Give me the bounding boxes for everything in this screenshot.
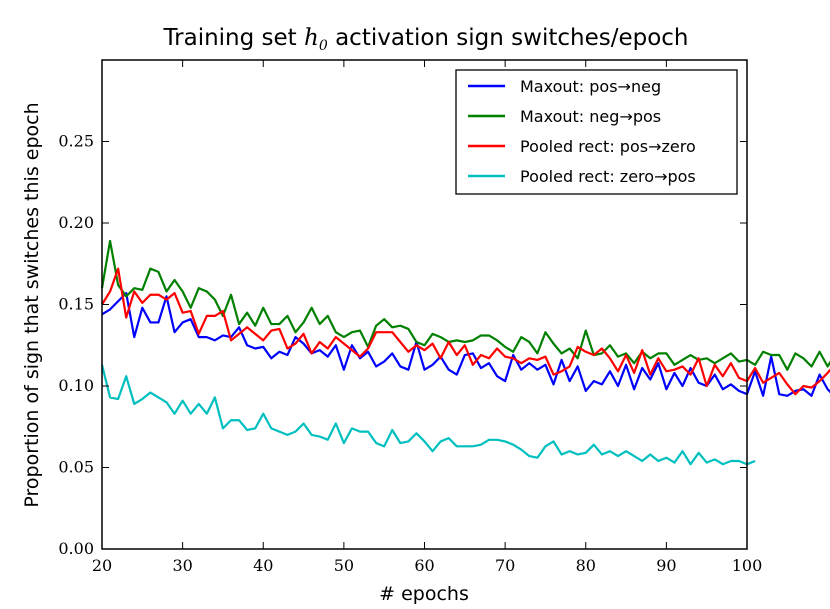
x-tick-label: 30 (172, 556, 192, 575)
y-tick-label: 0.10 (58, 376, 94, 395)
legend-box (455, 69, 738, 195)
x-tick-label: 60 (414, 556, 434, 575)
x-tick-label: 90 (656, 556, 676, 575)
y-tick-label: 0.05 (58, 458, 94, 477)
legend-label-0: Maxout: pos→neg (520, 77, 661, 96)
y-tick-label: 0.15 (58, 295, 94, 314)
legend-label-2: Pooled rect: pos→zero (520, 137, 696, 156)
series-line-3 (100, 364, 756, 466)
y-axis-label: Proportion of sign that switches this ep… (21, 102, 43, 507)
legend: Maxout: pos→neg Maxout: neg→pos Pooled rec… (455, 69, 738, 195)
x-tick-label: 100 (732, 556, 763, 575)
x-tick-label: 70 (495, 556, 515, 575)
x-axis-label: # epochs (379, 583, 469, 605)
x-tick-label: 20 (92, 556, 112, 575)
y-tick-label: 0.00 (58, 539, 94, 558)
legend-label-3: Pooled rect: zero→pos (520, 167, 696, 186)
x-tick-label: 40 (253, 556, 273, 575)
series-line-2 (101, 267, 830, 396)
y-tick-label: 0.25 (58, 132, 94, 151)
legend-label-1: Maxout: neg→pos (520, 107, 661, 126)
x-tick-label: 80 (576, 556, 596, 575)
y-tick-label: 0.20 (58, 213, 94, 232)
tick-layer: 20 30 40 50 60 70 80 90 100 0.00 0.05 0.10 0.15 0.20 0… (58, 60, 762, 575)
chart-title: Training set h0 activation sign switches… (162, 25, 688, 54)
x-tick-label: 50 (334, 556, 354, 575)
series-layer (100, 239, 830, 466)
